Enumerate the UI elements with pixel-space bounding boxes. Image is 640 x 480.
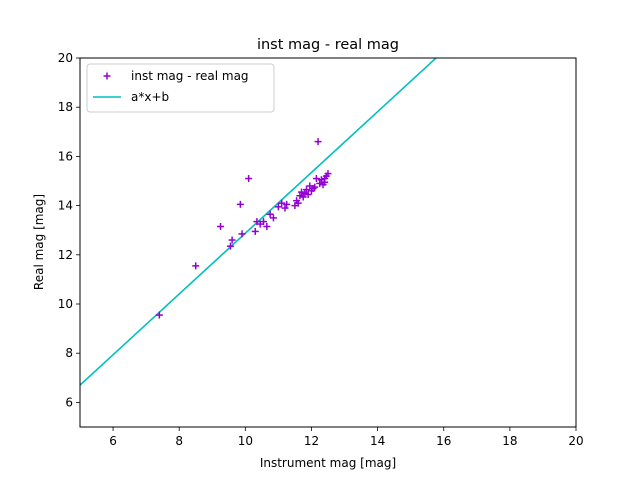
y-tick-label: 14 [58,199,73,213]
data-point [312,175,320,183]
x-axis-label: Instrument mag [mag] [260,456,396,470]
y-tick-label: 6 [65,395,73,409]
data-point [303,186,311,194]
data-point [236,200,244,208]
x-tick-label: 8 [175,434,183,448]
data-point [281,204,289,212]
data-point [251,227,259,235]
data-point [321,178,329,186]
legend-box [86,63,275,113]
y-tick-label: 16 [58,149,73,163]
fit-line [80,58,438,386]
y-axis-label: Real mag [mag] [32,194,46,290]
data-point [324,170,332,178]
data-point [245,175,253,183]
legend-marker-scatter [103,72,111,80]
data-point [228,236,236,244]
data-point [238,230,246,238]
plot-content [80,58,438,386]
x-tick-label: 12 [304,434,319,448]
y-tick-label: 20 [58,51,73,65]
x-tick-label: 18 [502,434,517,448]
legend-label-line: a*x+b [131,90,169,104]
data-point [283,200,291,208]
x-tick-label: 6 [109,434,117,448]
data-point [299,193,307,201]
data-point [298,188,306,196]
data-point [294,199,302,207]
chart-title: inst mag - real mag [257,37,399,53]
data-point [304,191,312,199]
data-point [226,242,234,250]
data-point [266,210,274,218]
y-tick-label: 10 [58,297,73,311]
plot-frame [79,57,577,428]
y-tick-label: 8 [65,346,73,360]
data-point [296,192,304,200]
x-tick-label: 16 [436,434,451,448]
data-point [192,262,200,270]
x-tick-label: 10 [238,434,253,448]
data-point [260,218,268,226]
data-point [314,138,322,146]
data-point [278,199,286,207]
legend-label-scatter: inst mag - real mag [131,69,249,83]
legend: inst mag - real mag a*x+b [86,63,275,113]
data-point [217,223,225,231]
data-point [263,223,271,231]
legend-plus-icon [103,72,111,80]
y-tick-label: 12 [58,248,73,262]
data-point [274,203,282,211]
x-tick-label: 14 [370,434,385,448]
data-point [311,183,319,191]
x-tick-label: 20 [568,434,583,448]
y-axis-ticks: 6 8 10 12 14 16 18 20 [58,51,80,409]
x-axis-ticks: 6 8 10 12 14 16 18 20 [109,427,584,448]
data-point [155,311,163,319]
data-point [269,214,277,222]
data-point [301,189,309,197]
data-point [316,179,324,187]
y-tick-label: 18 [58,100,73,114]
